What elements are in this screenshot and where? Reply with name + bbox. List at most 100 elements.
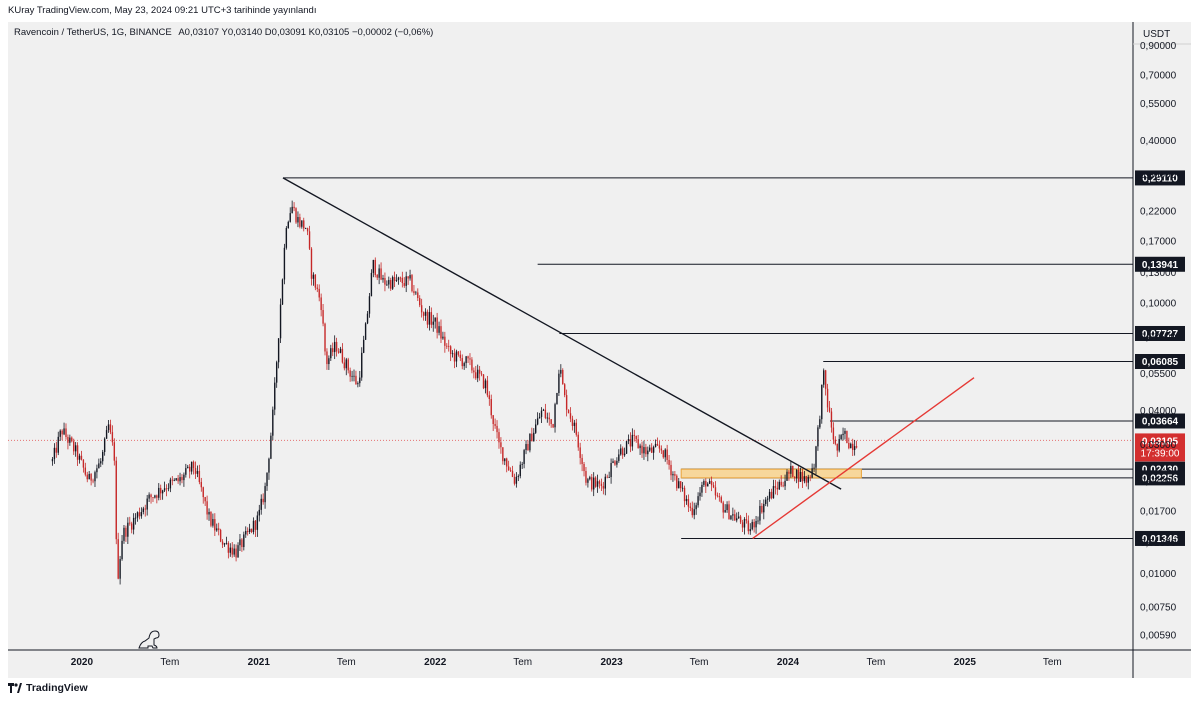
candle-body	[759, 505, 761, 521]
candle-body	[853, 446, 856, 450]
candle-body	[235, 548, 237, 558]
candle-body	[480, 373, 483, 375]
candle-body	[724, 510, 726, 513]
x-tick-label: 2024	[777, 657, 800, 668]
candle-body	[490, 399, 492, 416]
candle-body	[517, 476, 520, 477]
candle-body	[753, 521, 755, 528]
tradingview-logo[interactable]: TradingView	[8, 682, 88, 694]
candle-body	[386, 284, 388, 286]
candle-body	[631, 434, 634, 447]
chart-area[interactable]	[8, 22, 1191, 678]
candle-body	[308, 231, 311, 249]
candle-body	[554, 404, 556, 428]
candle-body	[152, 497, 154, 498]
x-tick-label: Tem	[160, 657, 179, 668]
candle-body	[592, 477, 595, 490]
candle-body	[681, 487, 684, 489]
candle-body	[372, 259, 375, 273]
candle-body	[786, 471, 788, 481]
candle-body	[370, 272, 373, 297]
candle-body	[695, 505, 697, 510]
candle-body	[707, 483, 709, 487]
candle-body	[521, 463, 523, 465]
candle-body	[301, 220, 303, 227]
candle-body	[757, 520, 759, 522]
candle-body	[743, 519, 746, 528]
candle-body	[345, 359, 347, 369]
tradingview-mark-icon	[8, 683, 22, 693]
candle-body	[562, 369, 564, 385]
dinosaur-icon	[138, 630, 160, 649]
candle-body	[461, 358, 463, 367]
candle-body	[395, 280, 398, 281]
candle-body	[720, 497, 722, 503]
candle-body	[565, 395, 568, 410]
candle-body	[310, 248, 313, 279]
candle-body	[801, 472, 804, 482]
candle-body	[449, 346, 452, 354]
candle-body	[600, 483, 603, 487]
candle-body	[90, 473, 92, 481]
candle-body	[210, 511, 212, 526]
y-tick-label: 0,30000	[1140, 170, 1177, 181]
candle-body	[223, 543, 226, 545]
candle-body	[585, 471, 587, 483]
candle-body	[805, 476, 808, 483]
candle-body	[318, 288, 320, 298]
candle-body	[815, 446, 817, 468]
candle-body	[755, 520, 757, 528]
candle-body	[558, 373, 560, 393]
y-tick-label: 0,07500	[1140, 332, 1177, 343]
candle-body	[419, 298, 421, 306]
candle-body	[714, 487, 717, 496]
candle-body	[683, 487, 686, 502]
candle-body	[736, 518, 738, 521]
candle-body	[531, 433, 533, 442]
candle-body	[836, 443, 838, 451]
candle-body	[606, 476, 608, 478]
candle-body	[533, 432, 535, 442]
candle-body	[428, 312, 431, 325]
candle-body	[772, 486, 775, 499]
candle-body	[637, 439, 639, 449]
candle-body	[206, 501, 208, 515]
candle-body	[272, 409, 274, 436]
candle-body	[250, 528, 253, 533]
candle-body	[828, 407, 831, 412]
candle-body	[633, 434, 635, 436]
candle-body	[770, 491, 773, 499]
level-price-badge	[1135, 530, 1185, 546]
candle-body	[589, 477, 591, 480]
candle-body	[457, 351, 460, 355]
candle-body	[647, 450, 649, 455]
candle-body	[625, 441, 628, 454]
candle-body	[676, 475, 678, 489]
candle-body	[691, 507, 693, 516]
candle-body	[850, 443, 852, 449]
candle-body	[202, 487, 204, 498]
y-tick-label: 0,00750	[1140, 603, 1177, 614]
candle-body	[571, 418, 574, 426]
candle-body	[233, 548, 235, 555]
candle-body	[504, 458, 506, 462]
candle-body	[405, 276, 407, 286]
level-price-label: 0,01346	[1142, 534, 1179, 545]
candle-body	[374, 259, 376, 275]
candle-body	[422, 312, 425, 316]
candle-body	[852, 443, 854, 450]
candle-body	[403, 283, 405, 286]
candle-body	[712, 485, 715, 488]
candle-body	[552, 423, 554, 428]
candle-body	[61, 430, 63, 435]
candle-body	[658, 445, 661, 449]
y-tick-label: 0,17000	[1140, 237, 1177, 248]
candle-body	[94, 472, 96, 482]
candle-body	[496, 425, 498, 433]
candle-body	[237, 545, 239, 558]
candle-body	[685, 498, 688, 502]
candle-body	[320, 297, 322, 311]
candle-body	[678, 481, 680, 489]
candle-body	[161, 490, 164, 494]
